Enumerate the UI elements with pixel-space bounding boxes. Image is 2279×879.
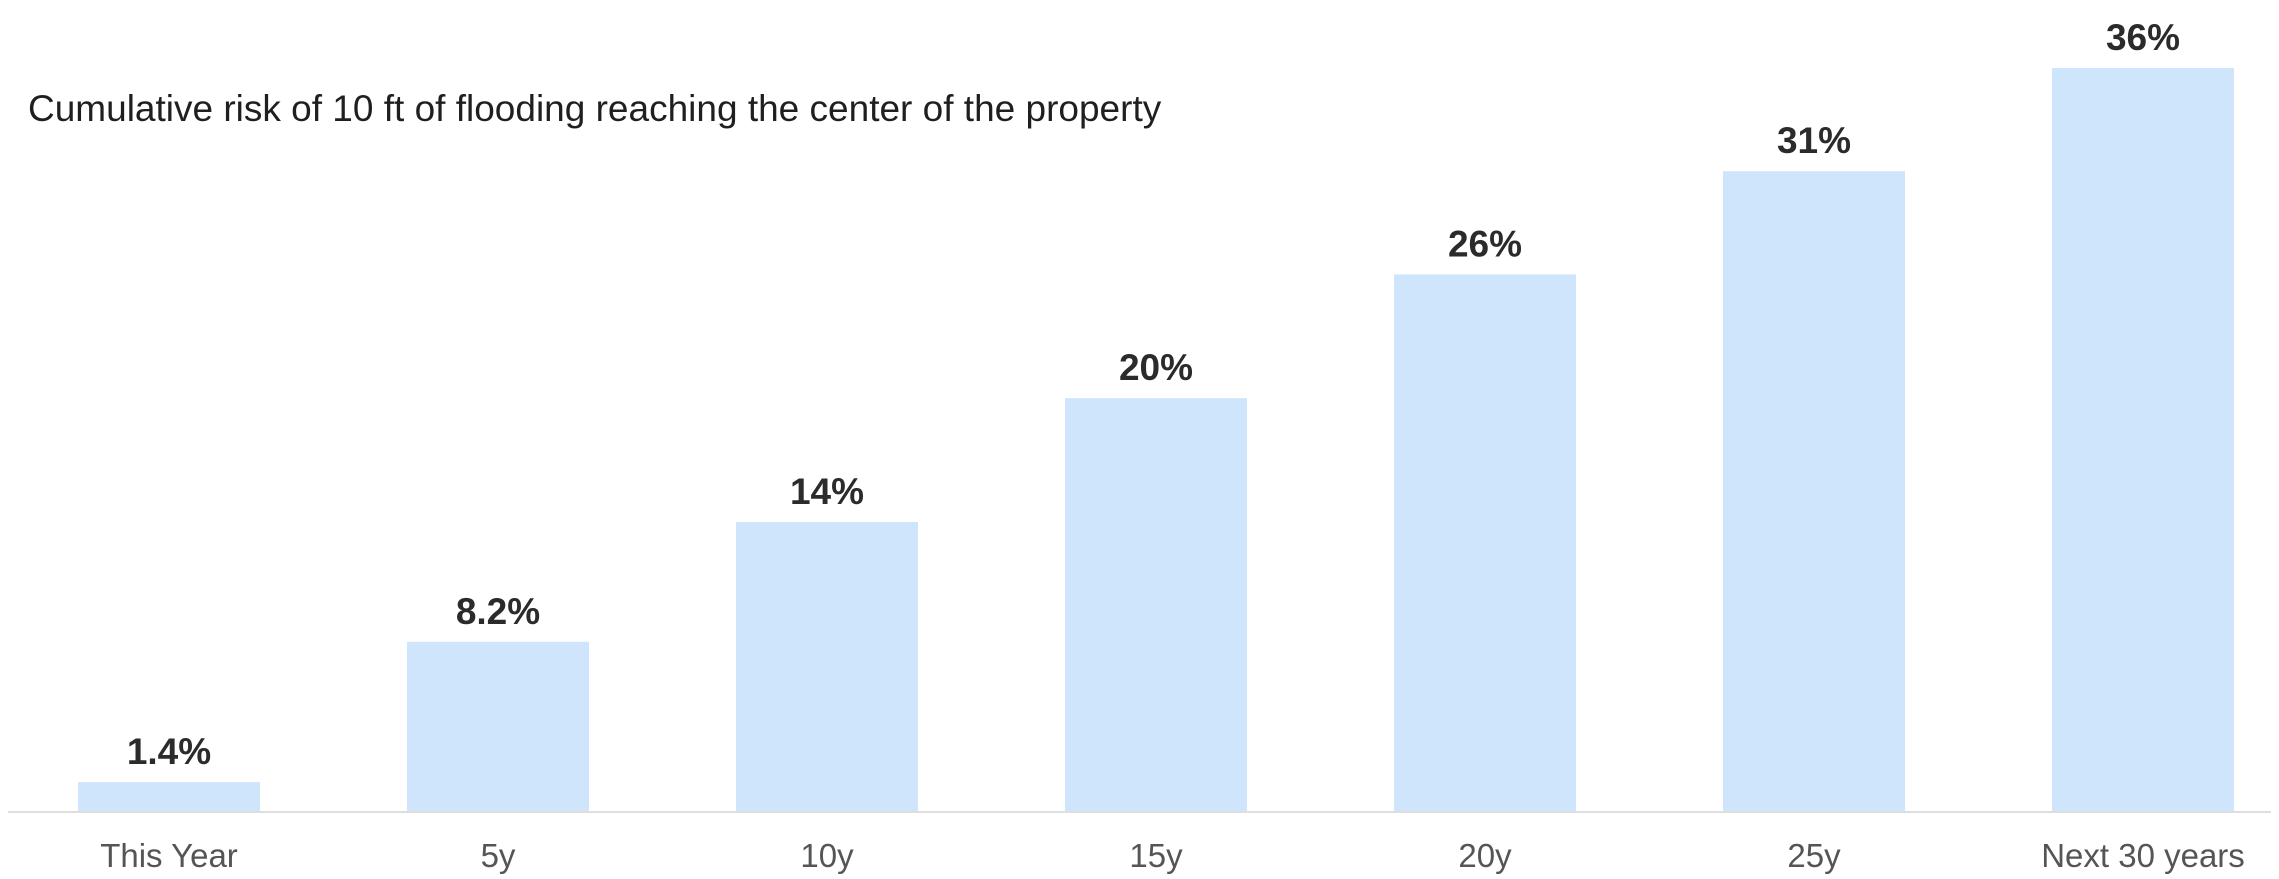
x-tick-label-3: 15y xyxy=(1129,837,1183,874)
x-tick-label-6: Next 30 years xyxy=(2041,837,2245,874)
bar-value-label-5: 31% xyxy=(1777,120,1851,161)
x-tick-label-5: 25y xyxy=(1787,837,1841,874)
x-tick-label-1: 5y xyxy=(481,837,516,874)
bar-value-label-1: 8.2% xyxy=(456,591,540,632)
x-tick-label-0: This Year xyxy=(100,837,238,874)
bar-value-label-6: 36% xyxy=(2106,17,2180,58)
bar-value-label-3: 20% xyxy=(1119,347,1193,388)
bar-1 xyxy=(407,641,589,811)
bar-0 xyxy=(78,782,260,811)
chart-title: Cumulative risk of 10 ft of flooding rea… xyxy=(28,88,1162,129)
bar-value-label-2: 14% xyxy=(790,471,864,512)
bar-value-label-0: 1.4% xyxy=(127,731,211,772)
bar-5 xyxy=(1723,171,1905,811)
x-tick-label-4: 20y xyxy=(1458,837,1512,874)
bar-4 xyxy=(1394,274,1576,811)
bar-3 xyxy=(1065,398,1247,811)
x-tick-label-2: 10y xyxy=(800,837,854,874)
bar-6 xyxy=(2052,68,2234,811)
bar-value-label-4: 26% xyxy=(1448,223,1522,264)
bar-2 xyxy=(736,522,918,811)
